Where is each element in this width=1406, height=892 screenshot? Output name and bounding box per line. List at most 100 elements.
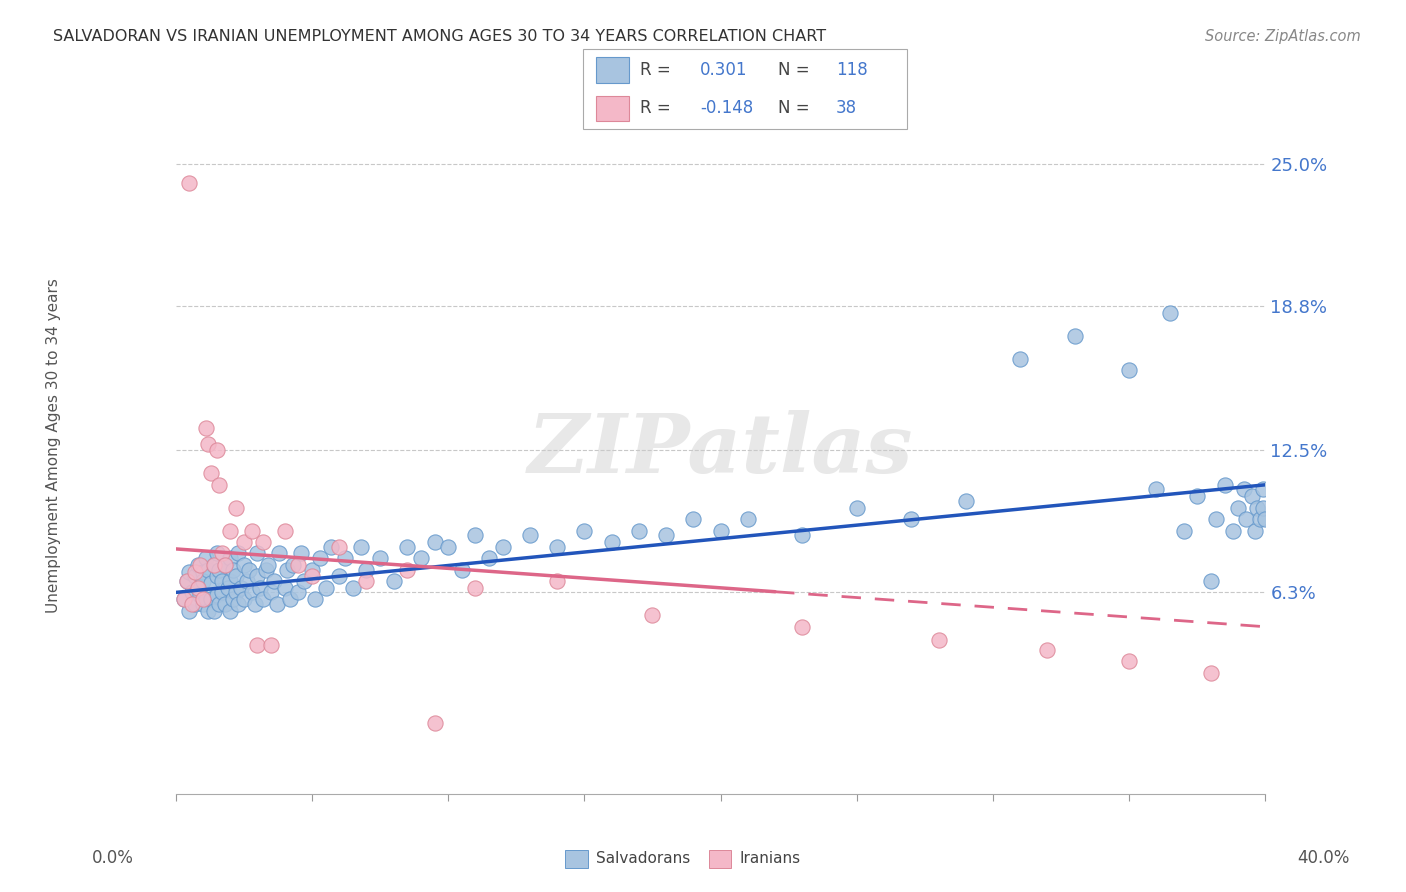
Point [186, 558, 209, 572]
Point [1205, 512, 1227, 526]
Point [641, 608, 664, 623]
Point [1249, 512, 1271, 526]
Point [173, 592, 195, 607]
Point [304, 592, 326, 607]
Point [257, 558, 280, 572]
FancyBboxPatch shape [583, 49, 907, 129]
Point [845, 500, 868, 515]
Point [955, 493, 977, 508]
Point [290, 546, 312, 561]
Point [240, 524, 263, 538]
FancyBboxPatch shape [596, 95, 628, 121]
Point [274, 524, 297, 538]
Point [240, 585, 263, 599]
Text: 40.0%: 40.0% [1298, 849, 1350, 867]
Point [173, 592, 195, 607]
Point [228, 597, 250, 611]
Text: N =: N = [778, 61, 808, 78]
Point [900, 512, 922, 526]
Point [1036, 642, 1059, 657]
Point [200, 592, 222, 607]
Point [319, 540, 342, 554]
Point [368, 551, 391, 566]
Point [217, 581, 239, 595]
Point [249, 581, 271, 595]
Point [260, 638, 283, 652]
Text: Salvadorans: Salvadorans [596, 852, 690, 866]
Point [437, 540, 460, 554]
Point [208, 562, 231, 576]
FancyBboxPatch shape [596, 57, 628, 83]
Point [252, 592, 274, 607]
Point [655, 528, 678, 542]
Point [214, 558, 236, 572]
Point [238, 562, 260, 576]
Point [205, 569, 228, 583]
Point [179, 565, 201, 579]
Point [202, 558, 225, 572]
Point [1213, 478, 1236, 492]
Point [356, 562, 378, 576]
Text: R =: R = [640, 61, 671, 78]
Point [710, 524, 733, 538]
Point [219, 524, 242, 538]
Point [232, 535, 254, 549]
Point [333, 551, 356, 566]
Point [328, 540, 350, 554]
Point [194, 551, 217, 566]
Point [252, 535, 274, 549]
Point [1144, 483, 1167, 497]
Point [737, 512, 759, 526]
Point [184, 569, 207, 583]
Point [269, 546, 291, 561]
Point [356, 574, 378, 588]
Point [184, 597, 207, 611]
Point [260, 585, 283, 599]
Point [235, 574, 257, 588]
Point [546, 574, 568, 588]
Point [179, 176, 201, 190]
Text: 0.301: 0.301 [700, 61, 748, 78]
Point [194, 592, 217, 607]
Point [211, 546, 233, 561]
Point [342, 581, 364, 595]
Point [276, 562, 298, 576]
Text: N =: N = [778, 100, 808, 118]
Point [194, 420, 217, 434]
Point [1246, 500, 1268, 515]
Point [350, 540, 373, 554]
Point [423, 535, 446, 549]
Point [301, 562, 323, 576]
Text: Iranians: Iranians [740, 852, 800, 866]
Point [1232, 483, 1256, 497]
Point [186, 581, 209, 595]
Text: 38: 38 [835, 100, 856, 118]
Point [281, 558, 304, 572]
Point [232, 592, 254, 607]
Point [219, 604, 242, 618]
Point [478, 551, 501, 566]
Point [1234, 512, 1257, 526]
Point [1222, 524, 1244, 538]
Point [197, 562, 219, 576]
Point [1159, 306, 1181, 320]
Point [409, 551, 432, 566]
Point [1199, 665, 1222, 680]
Point [519, 528, 541, 542]
Point [191, 592, 214, 607]
Point [396, 540, 419, 554]
Point [1240, 489, 1263, 503]
Point [274, 581, 297, 595]
Point [202, 604, 225, 618]
Point [1187, 489, 1209, 503]
Point [1251, 483, 1274, 497]
Point [214, 558, 236, 572]
Point [464, 528, 486, 542]
Point [197, 436, 219, 450]
Text: R =: R = [640, 100, 671, 118]
Point [464, 581, 486, 595]
Point [202, 558, 225, 572]
FancyBboxPatch shape [709, 850, 731, 869]
Text: -0.148: -0.148 [700, 100, 754, 118]
Point [228, 546, 250, 561]
